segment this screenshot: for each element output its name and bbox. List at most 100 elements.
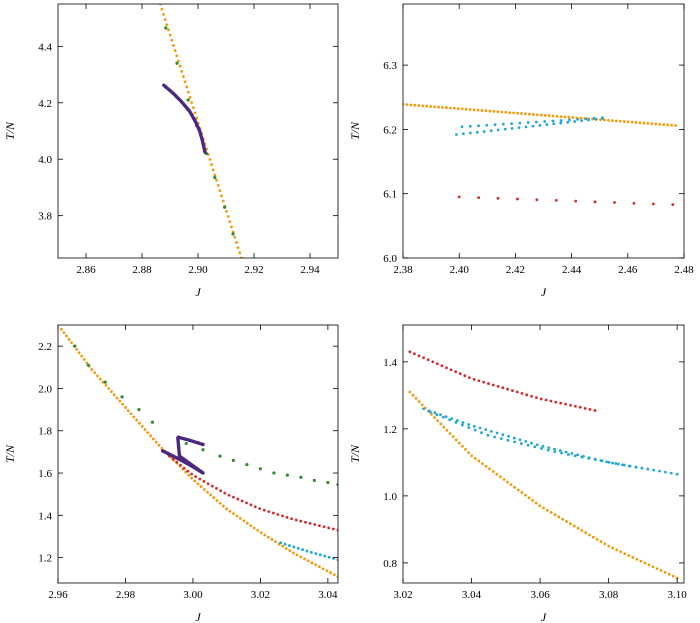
data-point [190, 101, 194, 104]
data-point [534, 120, 538, 124]
data-point [129, 412, 133, 416]
data-point [191, 106, 195, 110]
y-tick-label: 0.8 [383, 558, 397, 570]
data-point [501, 433, 505, 437]
data-point [601, 116, 604, 120]
data-point [225, 507, 228, 511]
data-point [570, 452, 574, 455]
data-point [646, 121, 650, 125]
data-point [219, 489, 223, 493]
data-point [464, 448, 467, 451]
data-point [580, 119, 584, 123]
data-point [422, 356, 425, 360]
data-point [433, 416, 436, 419]
data-point [208, 158, 212, 161]
data-point [440, 364, 444, 368]
data-point [516, 197, 519, 201]
data-point [593, 409, 597, 412]
data-point [531, 499, 534, 502]
data-point [448, 418, 451, 422]
data-point [623, 552, 627, 556]
data-point [504, 110, 508, 114]
data-point [236, 246, 240, 250]
data-point [322, 525, 326, 529]
data-point [215, 499, 219, 502]
x-tick-label: 3.02 [393, 589, 412, 601]
data-point [196, 482, 200, 486]
data-point [460, 444, 464, 448]
data-point [216, 184, 220, 187]
data-point [669, 471, 673, 475]
data-point [640, 466, 644, 470]
data-point [194, 475, 198, 479]
data-point [652, 468, 656, 472]
data-point [659, 569, 663, 572]
data-point [267, 510, 271, 514]
x-tick-label: 2.96 [48, 589, 68, 601]
x-tick-label: 2.86 [76, 264, 96, 276]
data-point [538, 123, 542, 127]
data-point [576, 118, 580, 121]
data-point [218, 189, 222, 193]
x-tick-label: 2.98 [116, 589, 136, 601]
plot-area [408, 350, 679, 580]
data-point [258, 467, 263, 471]
data-point [643, 561, 647, 565]
data-point [527, 496, 531, 500]
data-point [503, 127, 507, 131]
data-point [82, 358, 86, 361]
data-point [256, 528, 260, 532]
data-point [452, 106, 456, 110]
data-point [288, 549, 292, 553]
data-point [231, 232, 235, 236]
data-point [531, 124, 535, 128]
data-point [655, 567, 659, 571]
y-tick-label: 2.0 [38, 383, 52, 395]
data-point [526, 443, 530, 447]
data-point [327, 555, 331, 559]
data-point [506, 438, 510, 442]
data-point [431, 360, 435, 364]
data-point [422, 407, 425, 411]
x-axis-label: J [541, 610, 547, 623]
data-point [509, 483, 513, 487]
data-point [591, 535, 595, 539]
data-point [587, 118, 590, 122]
data-point [667, 572, 671, 576]
data-point [281, 514, 284, 518]
x-tick-label: 3.08 [599, 589, 619, 601]
data-point [314, 563, 318, 567]
data-point [567, 115, 571, 119]
data-point [484, 428, 488, 432]
data-point [560, 451, 563, 455]
data-point [332, 573, 336, 577]
data-point [149, 434, 153, 438]
data-point [635, 557, 639, 561]
data-point [299, 475, 303, 479]
data-point [552, 122, 556, 126]
plot-area [59, 327, 338, 579]
series-blue [454, 117, 604, 136]
data-point [512, 436, 516, 440]
data-point [573, 404, 577, 408]
data-point [73, 344, 77, 348]
data-point [150, 420, 155, 424]
data-point [583, 406, 587, 410]
data-point [182, 75, 185, 78]
data-point [454, 133, 458, 136]
data-point [435, 362, 439, 366]
x-axis-label: J [195, 610, 201, 623]
data-point [493, 435, 496, 439]
data-point [555, 114, 559, 118]
data-point [675, 472, 679, 476]
data-point [98, 377, 102, 381]
data-point [524, 112, 527, 116]
data-point [198, 477, 202, 481]
data-point [448, 432, 452, 435]
data-point [467, 376, 471, 380]
data-point [564, 402, 567, 406]
data-point [472, 108, 476, 112]
data-point [566, 120, 570, 124]
data-point [510, 127, 514, 130]
data-point [429, 410, 432, 414]
